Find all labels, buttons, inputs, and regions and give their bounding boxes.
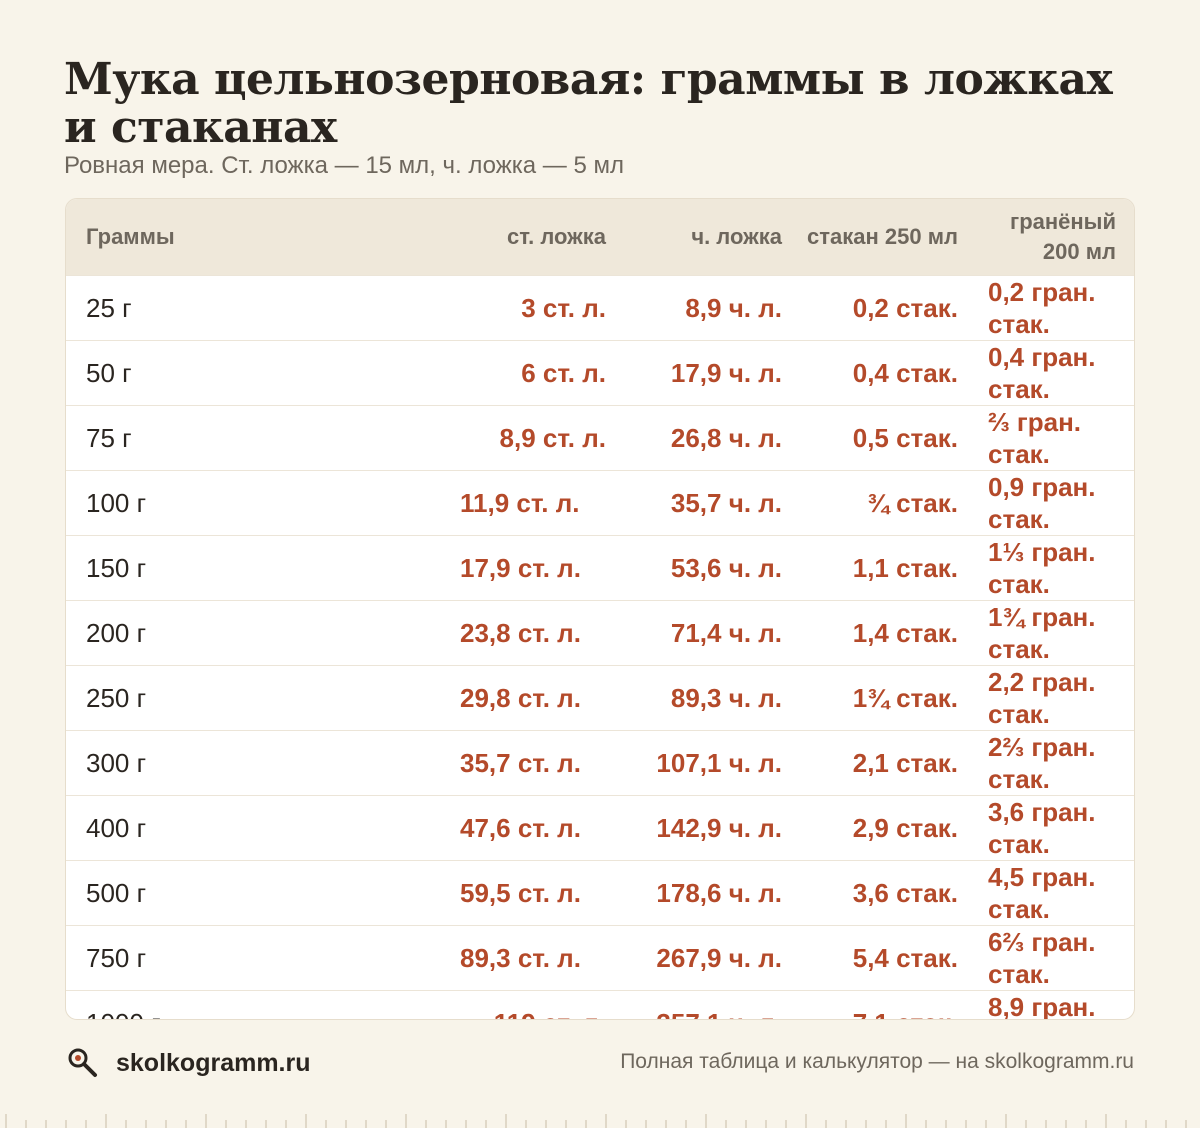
table-row: 25 г 3 ст. л. 8,9 ч. л. 0,2 стак. 0,2 гран. … — [66, 275, 1134, 340]
cell-tablespoon: 89,3 ст. л. — [460, 942, 581, 973]
cell-tablespoon: 3 ст. л. — [521, 292, 606, 323]
cell-teaspoon: 142,9 ч. л. — [656, 812, 782, 843]
cell-tablespoon: 8,9 ст. л. — [499, 422, 606, 453]
cell-faceted-glass: 8,9 гран. стак. — [988, 991, 1096, 1020]
cell-cup-250: 5,4 стак. — [852, 942, 958, 973]
cell-grams: 1000 г — [66, 990, 450, 1020]
cell-grams: 25 г — [86, 292, 132, 323]
cell-grams: 75 г — [86, 422, 132, 453]
table-row: 1000 г119 ст. л.357,1 ч. л.7,1 стак. 8,9 … — [66, 990, 1134, 1020]
cell-tablespoon: 17,9 ст. л. — [460, 552, 581, 583]
cell-faceted-glass: 4,5 гран. стак. — [988, 861, 1096, 924]
cell-tablespoon: 29,8 ст. л. — [460, 682, 581, 713]
table-row: 300 г 35,7 ст. л. 107,1 ч. л. 2,1 стак. 2⅔ г… — [66, 730, 1134, 795]
header-faceted-glass-200: гранёный 200 мл — [1010, 208, 1116, 264]
cell-faceted-glass: 6⅔ гран. стак. — [988, 926, 1096, 989]
header-cup-250: стакан 250 мл — [807, 223, 958, 249]
cell-cup-250: ¾ стак. — [867, 487, 958, 518]
page-title: Мука цельнозерновая: граммы в ложках и с… — [64, 54, 1113, 153]
brand-name: skolkogramm.ru — [116, 1048, 311, 1077]
footer-note: Полная таблица и калькулятор — на skolko… — [620, 1050, 1134, 1073]
cell-tablespoon: 119 ст. л. — [450, 990, 626, 1020]
cell-grams: 500 г — [86, 877, 147, 908]
table-row: 100 г 11,9 ст. л. 35,7 ч. л. ¾ стак. 0,9 гра… — [66, 470, 1134, 535]
cell-cup-250: 3,6 стак. — [852, 877, 958, 908]
cell-faceted-glass: 0,4 гран. стак. — [988, 341, 1096, 404]
cell-faceted-glass: 0,2 гран. стак. — [988, 276, 1096, 339]
table-header-row: Граммы ст. ложка ч. ложка стакан 250 мл … — [66, 199, 1134, 275]
cell-tablespoon: 11,9 ст. л. — [460, 487, 580, 518]
header-tablespoon: ст. ложка — [507, 223, 606, 249]
cell-teaspoon: 26,8 ч. л. — [670, 422, 782, 453]
cell-cup-250: 1,1 стак. — [852, 552, 958, 583]
cell-grams: 400 г — [86, 812, 147, 843]
cell-cup-250: 0,4 стак. — [852, 357, 958, 388]
cell-grams: 50 г — [86, 357, 132, 388]
cell-cup-250: 2,9 стак. — [852, 812, 958, 843]
cell-faceted-glass: 3,6 гран. стак. — [988, 796, 1096, 859]
table-row: 500 г 59,5 ст. л. 178,6 ч. л. 3,6 стак. 4,5 … — [66, 860, 1134, 925]
table-row: 50 г 6 ст. л. 17,9 ч. л. 0,4 стак. 0,4 гран.… — [66, 340, 1134, 405]
cell-faceted-glass: 1⅓ гран. стак. — [988, 536, 1096, 599]
cell-teaspoon: 178,6 ч. л. — [656, 877, 782, 908]
magnifier-icon — [68, 1048, 97, 1077]
cell-cup-250: 0,2 стак. — [852, 292, 958, 323]
cell-teaspoon: 107,1 ч. л. — [656, 747, 782, 778]
cell-teaspoon: 71,4 ч. л. — [670, 617, 782, 648]
cell-teaspoon: 89,3 ч. л. — [670, 682, 782, 713]
header-teaspoon: ч. ложка — [691, 223, 782, 249]
footer-brand[interactable]: skolkogramm.ru — [66, 1045, 311, 1081]
cell-faceted-glass: 1¾ гран. стак. — [988, 601, 1096, 664]
table-row: 750 г 89,3 ст. л. 267,9 ч. л. 5,4 стак. 6⅔ г… — [66, 925, 1134, 990]
cell-cup-250: 0,5 стак. — [852, 422, 958, 453]
conversion-table: Граммы ст. ложка ч. ложка стакан 250 мл … — [66, 199, 1134, 1020]
table-row: 250 г 29,8 ст. л. 89,3 ч. л. 1¾ стак. 2,2 гр… — [66, 665, 1134, 730]
cell-teaspoon: 35,7 ч. л. — [670, 487, 782, 518]
table-row: 150 г 17,9 ст. л. 53,6 ч. л. 1,1 стак. 1⅓ гр… — [66, 535, 1134, 600]
conversion-table-card: Граммы ст. ложка ч. ложка стакан 250 мл … — [65, 198, 1135, 1020]
header-grams: Граммы — [86, 223, 175, 249]
table-row: 75 г 8,9 ст. л. 26,8 ч. л. 0,5 стак. ⅔ гран.… — [66, 405, 1134, 470]
cell-teaspoon: 53,6 ч. л. — [670, 552, 782, 583]
cell-cup-250: 1,4 стак. — [852, 617, 958, 648]
cell-teaspoon: 8,9 ч. л. — [685, 292, 782, 323]
cell-tablespoon: 59,5 ст. л. — [460, 877, 581, 908]
cell-tablespoon: 6 ст. л. — [521, 357, 606, 388]
cell-faceted-glass: 2⅔ гран. стак. — [988, 731, 1096, 794]
cell-faceted-glass: 0,9 гран. стак. — [988, 471, 1096, 534]
cell-tablespoon: 23,8 ст. л. — [460, 617, 581, 648]
ruler-decoration — [5, 1114, 1187, 1128]
cell-grams: 250 г — [86, 682, 147, 713]
cell-cup-250: 2,1 стак. — [852, 747, 958, 778]
cell-grams: 100 г — [86, 487, 147, 518]
cell-grams: 300 г — [86, 747, 147, 778]
page-subtitle: Ровная мера. Ст. ложка — 15 мл, ч. ложка… — [64, 152, 624, 179]
cell-tablespoon: 47,6 ст. л. — [460, 812, 581, 843]
cell-cup-250: 7,1 стак. — [802, 990, 978, 1020]
cell-grams: 750 г — [86, 942, 147, 973]
cell-teaspoon: 267,9 ч. л. — [656, 942, 782, 973]
cell-faceted-glass: ⅔ гран. стак. — [988, 406, 1082, 469]
table-row: 200 г 23,8 ст. л. 71,4 ч. л. 1,4 стак. 1¾ гр… — [66, 600, 1134, 665]
cell-teaspoon: 357,1 ч. л. — [626, 990, 802, 1020]
cell-faceted-glass: 2,2 гран. стак. — [988, 666, 1096, 729]
cell-tablespoon: 35,7 ст. л. — [460, 747, 581, 778]
cell-grams: 150 г — [86, 552, 147, 583]
table-row: 400 г 47,6 ст. л. 142,9 ч. л. 2,9 стак. 3,6 … — [66, 795, 1134, 860]
cell-cup-250: 1¾ стак. — [852, 682, 958, 713]
cell-teaspoon: 17,9 ч. л. — [670, 357, 782, 388]
cell-grams: 200 г — [86, 617, 147, 648]
